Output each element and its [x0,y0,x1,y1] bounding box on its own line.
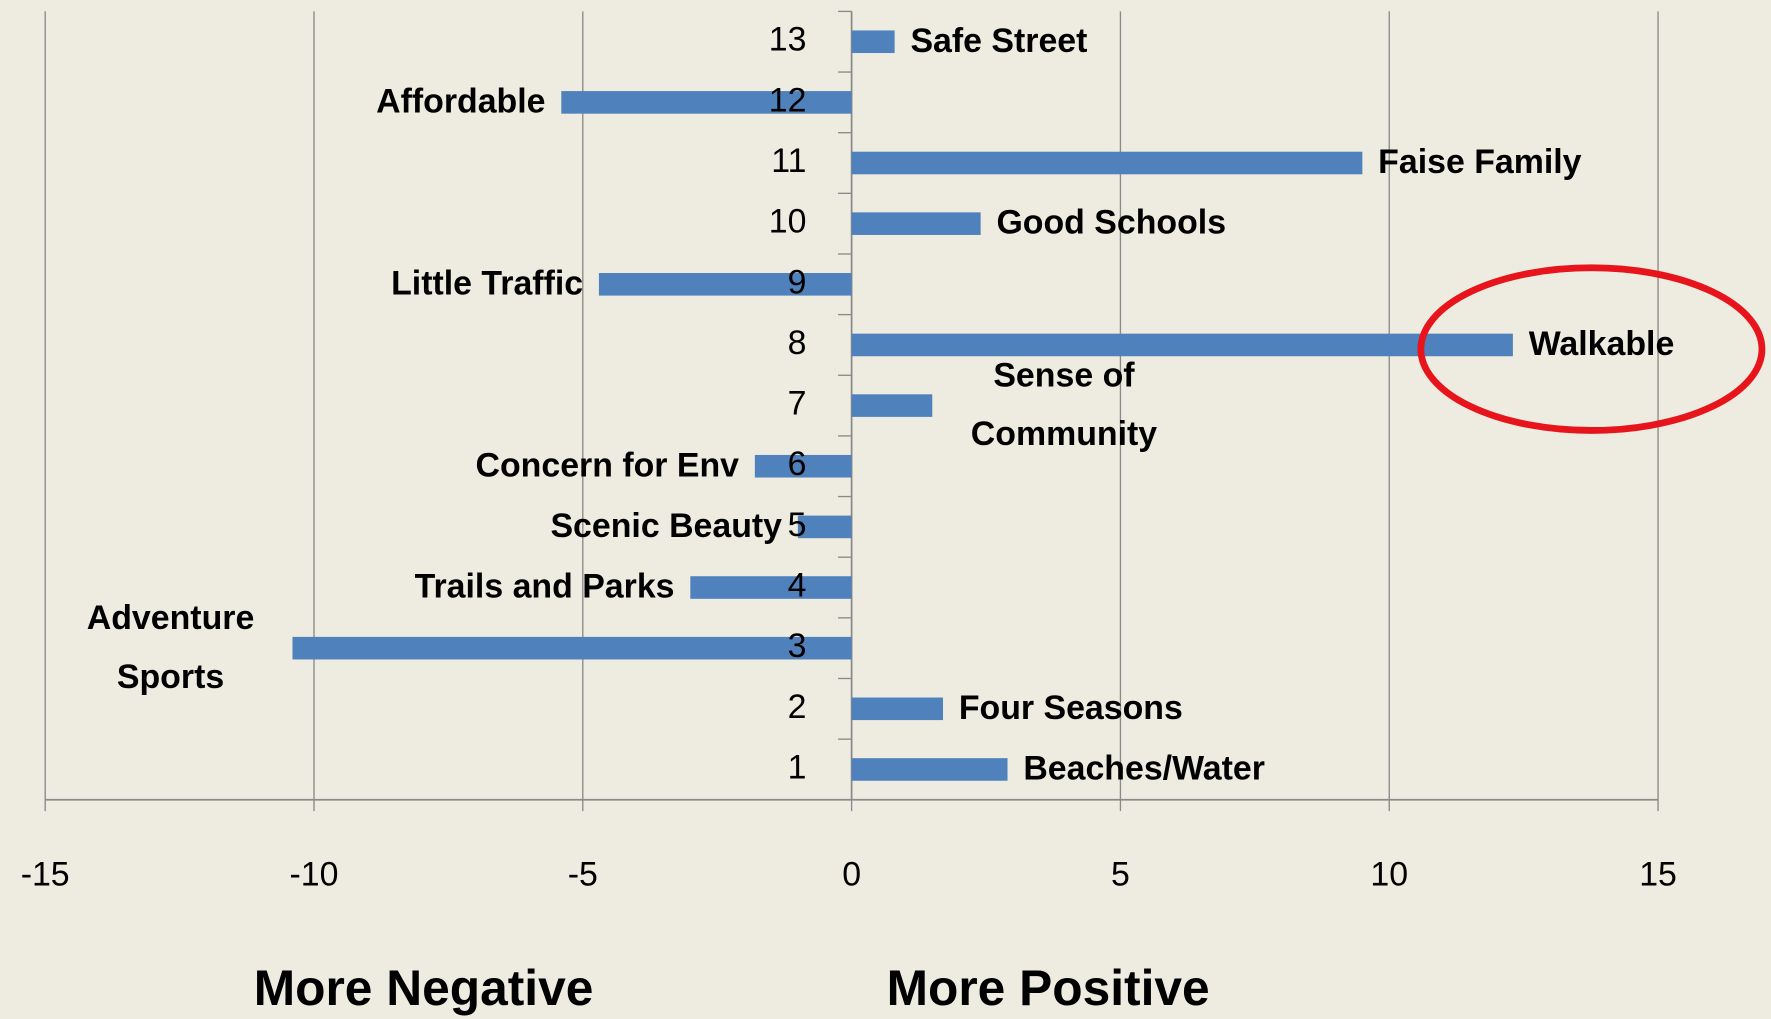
bar-label: Good Schools [996,204,1226,242]
x-tick-label: -10 [290,856,339,894]
bar [851,333,1513,357]
x-tick-label: -5 [568,856,598,894]
bar [754,454,852,478]
y-tick-label: 9 [788,263,807,301]
bar [851,30,895,54]
bar [598,273,852,296]
bar [561,91,852,114]
annotation: More Positive [887,960,1210,1016]
x-tick-label: 5 [1111,856,1130,894]
y-tick-label: 3 [788,627,807,665]
bar [292,636,852,660]
bar-label: Sense of Community [970,357,1158,454]
y-tick-label: 6 [788,445,807,483]
y-tick-label: 8 [788,324,807,362]
bar [690,576,852,599]
bar-label: Affordable [376,82,545,120]
y-tick-label: 2 [788,688,807,726]
y-tick-label: 5 [788,506,807,544]
bar-label: Adventure Sports [86,599,255,696]
annotation: More Negative [254,960,594,1016]
bar [851,212,981,235]
x-tick-label: 15 [1639,856,1677,894]
y-tick-label: 10 [769,203,807,241]
bar [851,151,1363,175]
bar-label-box: Sense of Community [970,357,1158,454]
bar-label: Little Traffic [391,264,583,302]
bar-label: Four Seasons [959,689,1183,727]
bar-label: Safe Street [910,22,1087,60]
y-tick-label: 4 [788,566,807,604]
x-tick-label: -15 [21,856,70,894]
y-tick-label: 7 [788,385,807,423]
bar-label-box: Adventure Sports [86,599,255,696]
x-tick-label: 10 [1370,856,1408,894]
y-tick-label: 11 [771,142,806,180]
y-tick-label: 13 [769,21,807,59]
x-tick-label: 0 [842,856,861,894]
bar-label: Walkable [1529,325,1675,363]
bar [851,758,1008,781]
bar [851,697,944,721]
y-tick-label: 1 [788,748,807,786]
bar-label: Beaches/Water [1023,750,1265,788]
highlight-ellipse [1417,264,1766,434]
bar-label: Trails and Parks [415,568,675,606]
bar [797,515,852,539]
plot: -15 -10 -5 0 5 10 15 1 Beaches/Water 2 Four Season… [21,10,1677,894]
bar [851,394,933,417]
bar-label: Faise Family [1378,143,1582,181]
bar-label: Concern for Env [476,446,740,484]
bar-label: Scenic Beauty [550,507,782,545]
y-tick-label: 12 [769,81,807,119]
